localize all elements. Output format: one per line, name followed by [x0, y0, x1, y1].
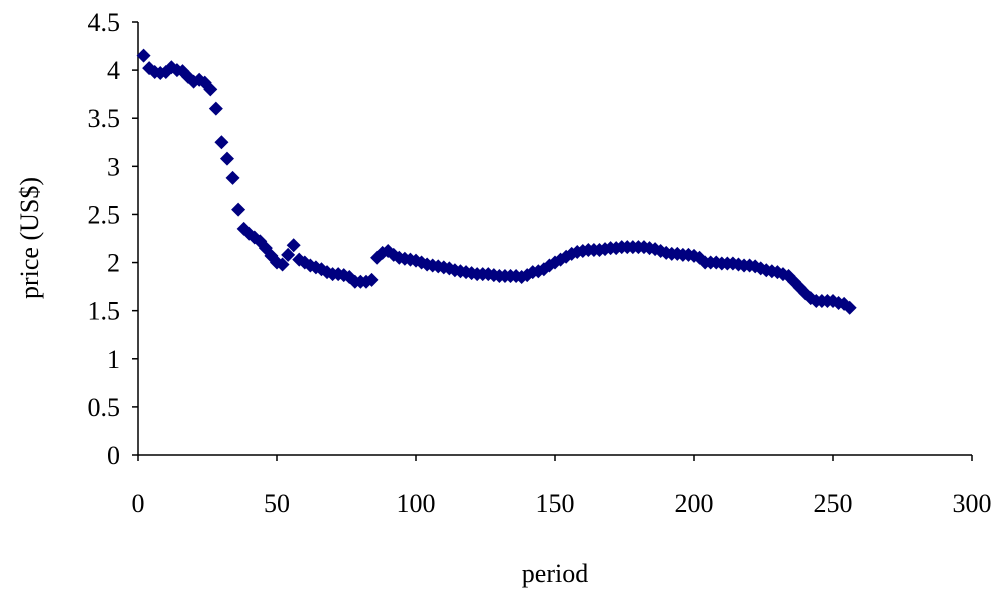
y-tick-label: 3: [107, 152, 120, 181]
data-point: [842, 300, 857, 315]
data-point: [386, 247, 401, 262]
x-tick-label: 300: [953, 489, 992, 518]
data-point: [286, 238, 301, 253]
y-tick-label: 2.5: [88, 200, 121, 229]
y-tick-label: 3.5: [88, 104, 121, 133]
x-tick-label: 100: [397, 489, 436, 518]
y-tick-label: 1: [107, 345, 120, 374]
x-tick-label: 150: [536, 489, 575, 518]
data-point: [281, 247, 296, 262]
y-tick-label: 4.5: [88, 8, 121, 37]
data-point: [548, 255, 562, 270]
x-tick-label: 250: [814, 489, 853, 518]
data-point: [242, 226, 257, 241]
data-point: [219, 151, 234, 166]
data-point: [214, 135, 229, 150]
x-tick-label: 200: [675, 489, 714, 518]
data-point: [225, 170, 240, 185]
x-tick-label: 50: [264, 489, 290, 518]
data-point: [203, 82, 218, 97]
data-point: [231, 202, 246, 217]
x-tick-label: 0: [132, 489, 145, 518]
y-tick-label: 0.5: [88, 393, 121, 422]
x-axis-label: period: [522, 559, 588, 588]
data-point: [208, 101, 223, 116]
y-tick-label: 4: [107, 56, 120, 85]
data-point: [275, 257, 290, 272]
y-axis-label: price (US$): [15, 177, 44, 299]
y-tick-label: 1.5: [88, 297, 121, 326]
y-tick-label: 0: [107, 441, 120, 470]
data-point: [247, 230, 262, 245]
y-tick-label: 2: [107, 249, 120, 278]
data-point: [364, 272, 379, 287]
data-point: [136, 48, 151, 63]
